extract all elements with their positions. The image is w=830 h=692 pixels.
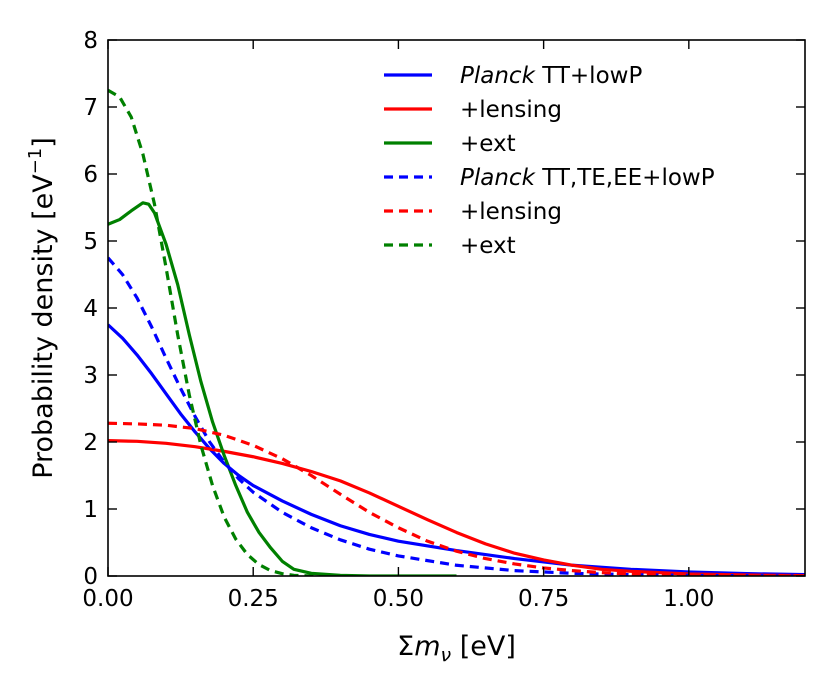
legend-label-text: +lensing [460,199,562,225]
y-tick-label: 2 [83,430,98,456]
y-tick-label: 6 [83,162,98,188]
legend-label: +lensing [460,199,562,225]
x-tick-label: 0.25 [228,586,279,612]
legend-label: +ext [460,131,516,157]
legend-label-text: +ext [460,131,516,157]
y-tick-label: 1 [83,497,98,523]
y-tick-label: 3 [83,363,98,389]
series-line-3 [108,201,457,576]
series-line-6 [108,88,341,576]
y-tick-label: 5 [83,229,98,255]
legend-label-text: +lensing [460,97,562,123]
legend-label-italic: Planck [460,165,537,191]
y-tick-label: 8 [83,28,98,54]
legend-label-text: +ext [460,233,516,259]
series-line-4 [108,256,805,576]
series-layer [108,88,805,576]
y-axis-label: Probability density [eV−1] [25,137,59,479]
series-line-2 [108,439,805,576]
y-tick-label: 4 [83,296,98,322]
y-tick-label: 0 [83,564,98,590]
axis-ticks: 0.00 0.25 0.50 0.75 1.00 0 1 2 3 4 5 6 7 8 [82,28,805,612]
legend-label: Planck TT+lowP [460,63,642,89]
legend-label-italic: Planck [460,63,537,89]
legend-label: Planck TT,TE,EE+lowP [460,165,715,191]
legend: Planck TT+lowP +lensing +ext Planck TT,TE,E… [384,63,715,259]
legend-label-text: TT+lowP [535,63,643,89]
legend-label-text: TT,TE,EE+lowP [535,165,715,191]
legend-label: +lensing [460,97,562,123]
x-tick-label: 0.75 [518,586,569,612]
x-tick-label: 0.50 [373,586,424,612]
y-tick-label: 7 [83,95,98,121]
x-tick-label: 1.00 [663,586,714,612]
x-tick-label: 0.00 [82,586,133,612]
series-line-5 [108,421,805,576]
x-axis-label: Σmν [eV] [397,631,516,666]
plot-frame [107,39,806,577]
legend-label: +ext [460,233,516,259]
